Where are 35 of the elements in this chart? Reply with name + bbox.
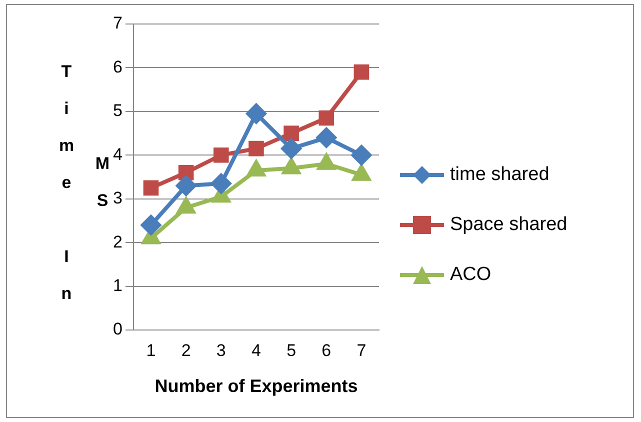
- point: [140, 215, 161, 236]
- x-axis-title: Number of Experiments: [154, 376, 358, 396]
- x-tick-label: 3: [216, 340, 226, 360]
- y-tick-label: 5: [112, 101, 122, 120]
- x-tick-label: 6: [322, 340, 332, 360]
- point: [211, 174, 232, 194]
- x-tick-label: 5: [286, 340, 296, 360]
- y-tick-label: 4: [112, 144, 122, 164]
- point: [178, 164, 194, 180]
- point: [316, 128, 336, 148]
- point: [354, 64, 370, 80]
- y-tick-label: 3: [112, 188, 122, 208]
- point: [248, 140, 264, 156]
- legend-label: Space shared: [450, 214, 568, 236]
- point: [284, 126, 299, 141]
- y-axis-title: Time In MS: [57, 62, 112, 320]
- point: [246, 104, 266, 124]
- y-tick-label: 7: [112, 14, 122, 33]
- legend-label: time shared: [450, 164, 550, 186]
- y-tick-label: 6: [112, 57, 122, 76]
- x-tick-label: 2: [181, 340, 191, 360]
- point: [318, 110, 334, 126]
- x-tick-label: 4: [251, 340, 261, 360]
- point: [177, 198, 195, 214]
- y-tick-label: 0: [112, 320, 122, 339]
- point: [176, 176, 196, 196]
- point: [213, 147, 229, 163]
- legend-label: ACO: [450, 264, 492, 286]
- x-tick-label: 7: [356, 340, 366, 360]
- point: [143, 180, 159, 196]
- point: [281, 138, 302, 159]
- x-tick-label: 1: [146, 340, 156, 360]
- point: [351, 145, 372, 166]
- y-tick-label: 1: [112, 276, 122, 295]
- y-tick-label: 2: [112, 232, 122, 252]
